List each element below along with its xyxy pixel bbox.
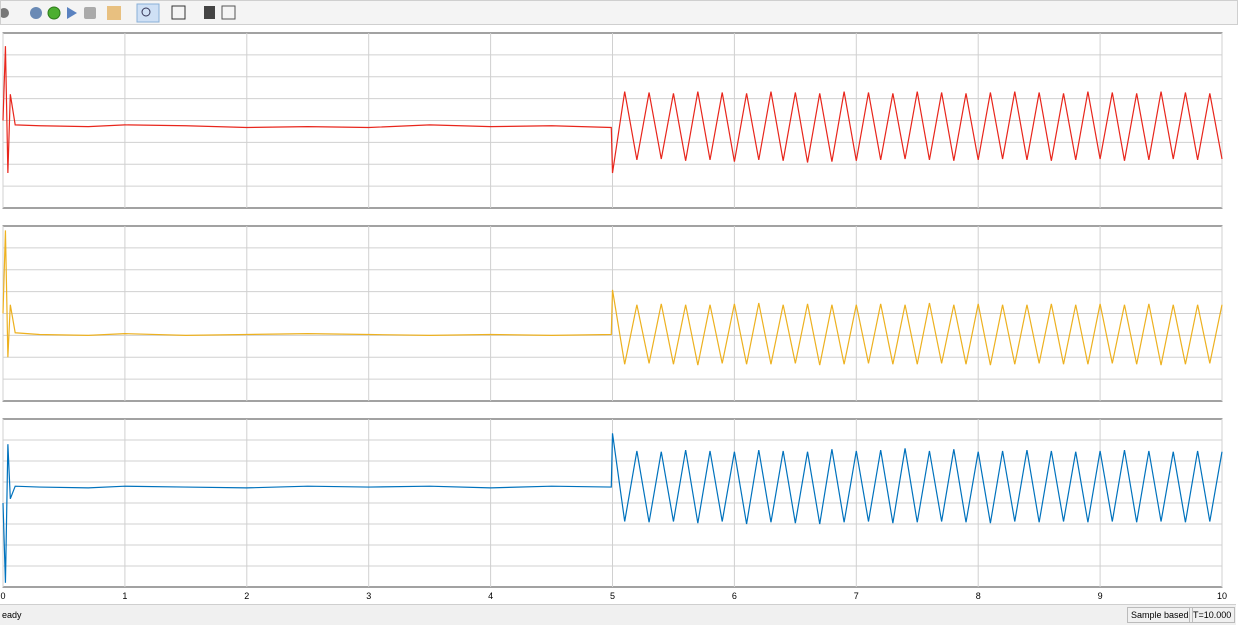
status-text: eady xyxy=(2,610,22,620)
sim-time: T=10.000 xyxy=(1189,607,1236,623)
x-tick-label: 5 xyxy=(610,591,615,601)
plot-area xyxy=(2,32,1223,209)
x-tick-label: 1 xyxy=(122,591,127,601)
signal-line xyxy=(2,230,1223,366)
plot-area xyxy=(2,225,1223,402)
signal-line xyxy=(2,433,1223,583)
toolbar xyxy=(0,0,1238,25)
x-tick-label: 8 xyxy=(976,591,981,601)
zoom-icon xyxy=(141,7,151,17)
step-back-button[interactable] xyxy=(30,7,42,19)
toolbar-icons xyxy=(0,3,236,23)
x-tick-label: 4 xyxy=(488,591,493,601)
stop-button[interactable] xyxy=(84,7,96,19)
zoom-button[interactable] xyxy=(136,3,160,23)
x-tick-label: 0 xyxy=(0,591,5,601)
x-tick-label: 10 xyxy=(1217,591,1227,601)
run-button[interactable] xyxy=(47,6,61,20)
autoscale-button[interactable] xyxy=(171,5,186,20)
sample-mode: Sample based xyxy=(1127,607,1193,623)
step-forward-button[interactable] xyxy=(67,7,77,19)
x-tick-label: 2 xyxy=(244,591,249,601)
x-tick-label: 9 xyxy=(1098,591,1103,601)
plot-area xyxy=(2,418,1223,588)
x-tick-label: 7 xyxy=(854,591,859,601)
style-button[interactable] xyxy=(221,5,236,20)
cursor-button[interactable] xyxy=(204,6,215,19)
x-tick-label: 3 xyxy=(366,591,371,601)
settings-button[interactable] xyxy=(0,8,9,18)
highlight-button[interactable] xyxy=(107,6,121,20)
status-bar: eady Sample based T=10.000 xyxy=(0,604,1236,625)
signal-line xyxy=(2,46,1223,174)
x-tick-label: 6 xyxy=(732,591,737,601)
